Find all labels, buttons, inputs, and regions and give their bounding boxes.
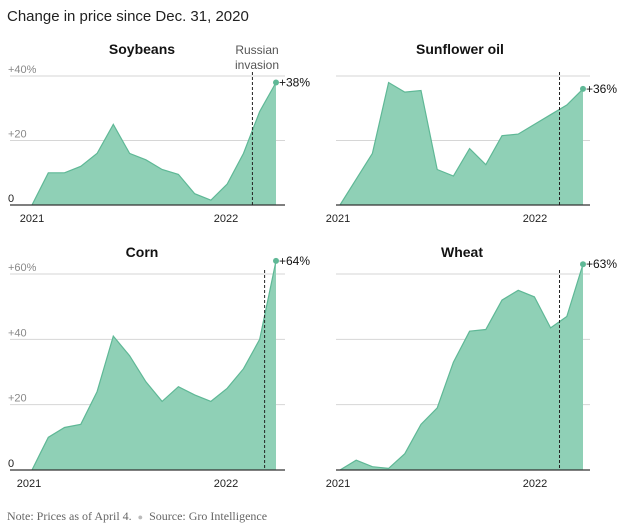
chart-title: Corn xyxy=(126,244,159,260)
x-tick-label: 2022 xyxy=(523,213,547,225)
footer-source: Source: Gro Intelligence xyxy=(149,509,268,523)
chart-panel-wheat: Wheat +63% 2021 2022 xyxy=(326,244,618,490)
y-tick-label: +40% xyxy=(8,64,37,76)
x-tick-label: 2021 xyxy=(326,478,350,490)
data-area xyxy=(340,264,583,470)
footer-separator: ● xyxy=(137,512,144,522)
event-annotation-line1: Russian xyxy=(235,43,278,57)
data-line xyxy=(339,81,584,206)
x-tick-label: 2021 xyxy=(17,478,41,490)
y-tick-label: 0 xyxy=(8,193,14,205)
x-tick-label: 2021 xyxy=(326,213,350,225)
footer-note: Note: Prices as of April 4. xyxy=(7,509,132,523)
endpoint-dot xyxy=(273,257,279,264)
y-tick-label: +20 xyxy=(8,129,27,141)
y-tick-label: +20 xyxy=(8,393,27,405)
endpoint-label: +38% xyxy=(279,75,310,89)
page-title: Change in price since Dec. 31, 2020 xyxy=(7,8,249,25)
chart-panel-sunflower-oil: Sunflower oil +36% 2021 2022 xyxy=(326,41,618,225)
endpoint-label: +36% xyxy=(586,82,617,96)
y-tick-label: 0 xyxy=(8,458,14,470)
data-area xyxy=(340,82,583,205)
data-line xyxy=(31,260,277,471)
data-line xyxy=(339,264,584,471)
endpoint-dot xyxy=(580,261,586,268)
x-tick-label: 2022 xyxy=(523,478,547,490)
y-tick-label: +60% xyxy=(8,262,37,274)
endpoint-label: +64% xyxy=(279,254,310,268)
x-tick-label: 2021 xyxy=(20,213,44,225)
x-tick-label: 2022 xyxy=(214,478,238,490)
endpoint-label: +63% xyxy=(586,257,617,271)
y-tick-label: +40 xyxy=(8,327,27,339)
footer: Note: Prices as of April 4. ● Source: Gro … xyxy=(7,509,267,524)
event-annotation-line2: invasion xyxy=(235,58,279,72)
data-area xyxy=(32,260,276,470)
x-tick-label: 2022 xyxy=(214,213,238,225)
chart-panel-soybeans: Soybeans +38% 0 +20 +40% 2021 2022 xyxy=(8,41,310,225)
chart-title: Soybeans xyxy=(109,41,175,57)
endpoint-dot xyxy=(580,85,586,92)
data-line xyxy=(31,82,277,206)
endpoint-dot xyxy=(273,79,279,86)
chart-title: Sunflower oil xyxy=(416,41,504,57)
data-area xyxy=(32,82,276,205)
chart-title: Wheat xyxy=(441,244,483,260)
chart-panel-corn: Corn +64% 0 +20 +40 +60% 2021 2022 xyxy=(8,244,310,490)
